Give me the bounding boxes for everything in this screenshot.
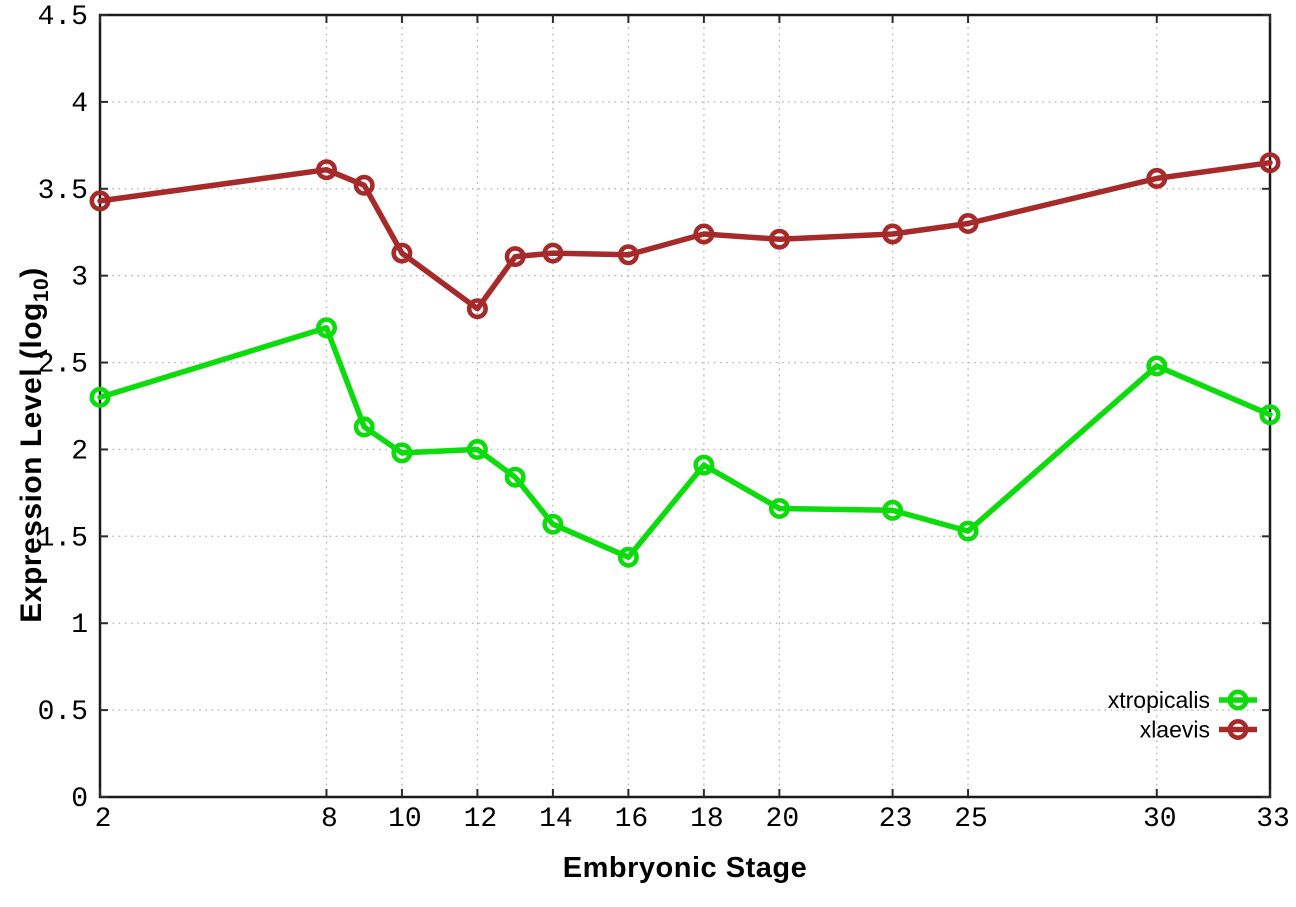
data-point-marker-xlaevis [693,223,715,245]
data-point-marker-xtropicalis [617,546,639,568]
x-tick-label: 14 [539,804,573,835]
data-point-marker-xtropicalis [89,386,111,408]
data-point-marker-xtropicalis [315,317,337,339]
y-tick-label: 2.5 [38,350,88,381]
x-axis-title: Embryonic Stage [562,852,808,884]
y-tick-label: 0.5 [38,697,88,728]
y-tick-label: 1 [71,610,88,641]
y-axis-title-subscript: 10 [30,277,53,303]
x-tick-label: 2 [95,804,112,835]
series-line-xtropicalis [97,325,1273,560]
data-point-marker-xtropicalis [768,497,790,519]
data-point-marker-xlaevis [957,213,979,235]
y-tick-label: 0 [71,784,88,815]
x-tick-label: 12 [464,804,498,835]
data-point-marker-xlaevis [353,174,375,196]
y-tick-label: 3.5 [38,176,88,207]
series-line-xlaevis [97,159,1273,312]
data-point-marker-xlaevis [391,242,413,264]
data-point-marker-xlaevis [1146,167,1168,189]
y-tick-label: 4 [71,89,88,120]
y-tick-label: 3 [71,263,88,294]
legend-sample-marker-xtropicalis [1227,689,1249,711]
data-point-marker-xtropicalis [693,454,715,476]
x-tick-label: 18 [690,804,724,835]
data-point-marker-xlaevis [617,244,639,266]
data-point-marker-xlaevis [466,298,488,320]
x-tick-label: 20 [766,804,800,835]
x-tick-label: 8 [321,804,338,835]
data-point-marker-xtropicalis [957,520,979,542]
data-point-marker-xlaevis [1259,152,1281,174]
data-point-marker-xlaevis [542,242,564,264]
x-tick-label: 16 [615,804,649,835]
data-point-marker-xtropicalis [542,513,564,535]
data-point-marker-xlaevis [882,223,904,245]
x-tick-label: 33 [1256,804,1290,835]
x-tick-label: 25 [954,804,988,835]
y-axis-title: Expression Level (log10) [15,235,55,655]
data-point-marker-xlaevis [315,159,337,181]
legend-label-xtropicalis: xtropicalis [1108,687,1210,713]
y-tick-label: 1.5 [38,523,88,554]
data-point-marker-xtropicalis [504,466,526,488]
data-point-marker-xtropicalis [1146,355,1168,377]
legend-sample-marker-xlaevis [1227,718,1249,740]
y-tick-label: 4.5 [38,2,88,33]
data-point-marker-xtropicalis [882,499,904,521]
y-axis-title-close: ) [15,267,48,278]
x-tick-label: 30 [1143,804,1177,835]
data-point-marker-xtropicalis [353,416,375,438]
x-tick-label: 10 [388,804,422,835]
legend-label-xlaevis: xlaevis [1140,717,1210,743]
data-point-marker-xtropicalis [391,442,413,464]
x-tick-label: 23 [879,804,913,835]
data-point-marker-xlaevis [89,190,111,212]
plot-border [98,13,1272,799]
data-point-marker-xtropicalis [1259,404,1281,426]
y-tick-label: 2 [71,436,88,467]
data-point-marker-xlaevis [504,246,526,268]
y-axis-title-text: Expression Level (log [15,302,48,623]
data-point-marker-xlaevis [768,228,790,250]
data-point-marker-xtropicalis [466,438,488,460]
